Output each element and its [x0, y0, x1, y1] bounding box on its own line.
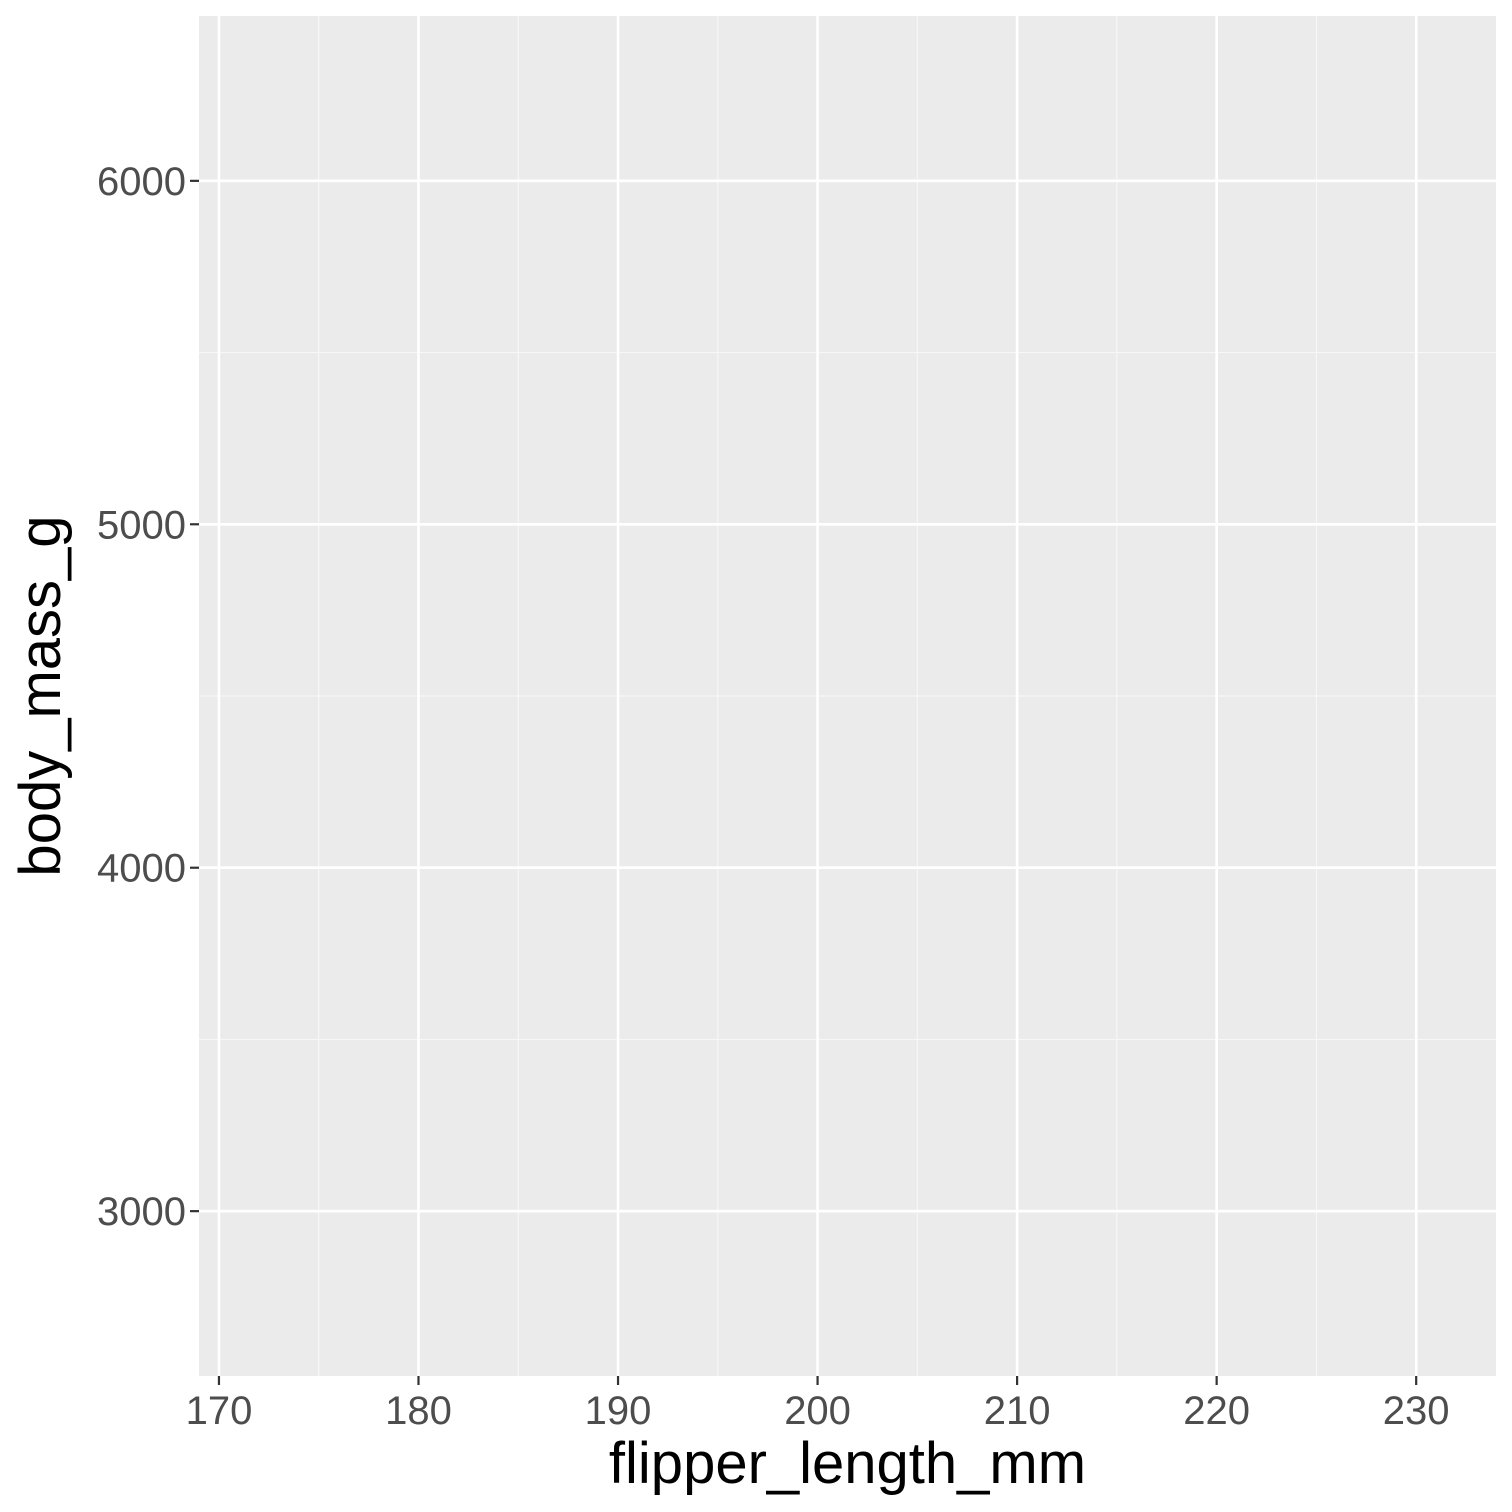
y-tick-label: 5000: [97, 503, 186, 547]
x-tick-label: 170: [186, 1389, 253, 1433]
x-tick-label: 220: [1183, 1389, 1250, 1433]
y-axis-title: body_mass_g: [8, 515, 73, 876]
y-tick-label: 6000: [97, 160, 186, 204]
minor-gridlines: [199, 16, 1496, 1376]
x-tick-label: 180: [385, 1389, 452, 1433]
x-tick-label: 200: [784, 1389, 851, 1433]
y-axis: 3000 4000 5000 6000: [97, 160, 199, 1234]
x-axis: 170 180 190 200 210 220 230: [186, 1376, 1450, 1433]
major-gridlines: [199, 16, 1496, 1376]
y-tick-label: 4000: [97, 847, 186, 891]
y-tick-label: 3000: [97, 1190, 186, 1234]
x-tick-label: 230: [1383, 1389, 1450, 1433]
x-tick-label: 190: [585, 1389, 652, 1433]
x-tick-label: 210: [984, 1389, 1051, 1433]
x-axis-title: flipper_length_mm: [609, 1431, 1086, 1496]
